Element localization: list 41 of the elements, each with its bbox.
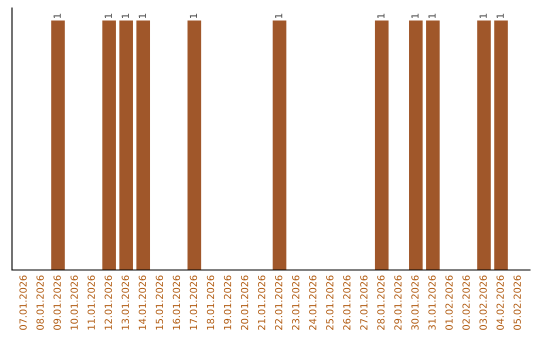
x-tick-label: 31.01.2026 — [428, 275, 436, 330]
data-label: 1 — [480, 14, 487, 18]
x-tick-label: 14.01.2026 — [138, 275, 146, 330]
x-tick-label: 28.01.2026 — [377, 275, 385, 330]
x-tick-label: 02.02.2026 — [462, 275, 470, 330]
x-tick-label: 22.01.2026 — [274, 275, 282, 330]
x-tick-label: 12.01.2026 — [104, 275, 112, 330]
data-label: 1 — [411, 14, 419, 18]
x-tick-label: 04.02.2026 — [496, 275, 504, 330]
x-tick-label: 05.02.2026 — [514, 275, 521, 330]
x-tick-label: 23.01.2026 — [292, 275, 300, 330]
x-tick-label: 08.01.2026 — [36, 275, 44, 330]
x-tick-label: 15.01.2026 — [156, 275, 164, 330]
x-tick-label: 30.01.2026 — [411, 275, 419, 330]
x-tick-label: 10.01.2026 — [70, 275, 78, 330]
x-tick-label: 29.01.2026 — [394, 275, 402, 330]
data-label: 1 — [275, 14, 282, 18]
x-tick-label: 07.01.2026 — [19, 275, 27, 330]
x-tick-label: 11.01.2026 — [88, 275, 95, 330]
x-tick-label: 20.01.2026 — [240, 275, 248, 330]
x-tick-label: 16.01.2026 — [172, 275, 180, 330]
x-tick-label: 17.01.2026 — [190, 275, 198, 330]
data-label: 1 — [54, 14, 61, 18]
data-label: 1 — [122, 14, 129, 18]
x-tick-label: 21.01.2026 — [258, 275, 266, 330]
data-label: 1 — [104, 14, 112, 18]
data-label: 1 — [190, 14, 198, 18]
data-label: 1 — [496, 14, 504, 18]
x-tick-label: 27.01.2026 — [360, 275, 368, 330]
x-tick-label: 19.01.2026 — [224, 275, 232, 330]
x-tick-label: 24.01.2026 — [309, 275, 316, 330]
data-label: 1 — [377, 14, 384, 18]
x-tick-label: 18.01.2026 — [206, 275, 214, 330]
data-label: 1 — [138, 14, 146, 18]
data-label: 1 — [428, 14, 436, 18]
x-tick-label: 03.02.2026 — [479, 275, 487, 330]
x-tick-label: 13.01.2026 — [122, 275, 129, 330]
x-tick-label: 01.02.2026 — [445, 275, 453, 330]
x-tick-label: 25.01.2026 — [326, 275, 334, 330]
x-tick-label: 09.01.2026 — [53, 275, 61, 330]
x-tick-label: 26.01.2026 — [343, 275, 350, 330]
